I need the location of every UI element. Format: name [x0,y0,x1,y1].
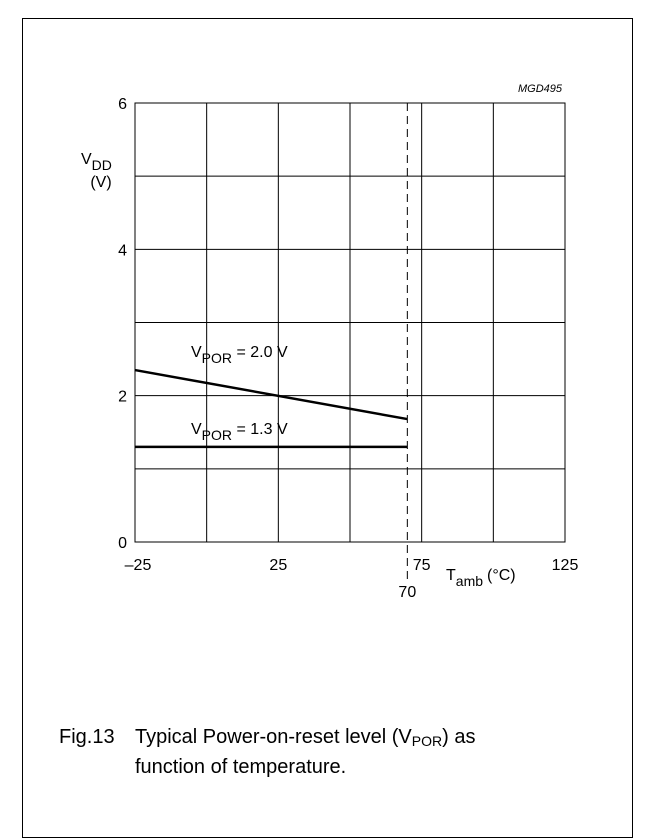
y-axis-label: VDD [81,151,112,173]
tick-labels: –25 25 75 125 0 2 4 6 [118,96,578,574]
x-tick-label: –25 [125,557,152,574]
grid [134,102,566,543]
series-group: VPOR = 2.0 V VPOR = 1.3 V [134,344,408,449]
caption-text: Typical Power-on-reset level (VPOR) as [135,726,476,749]
x-tick-label: 125 [552,557,579,574]
caption: Fig.13 Typical Power-on-reset level (VPOR… [59,722,619,782]
y-tick-label: 6 [118,96,127,113]
marker-label: 70 [398,584,416,601]
y-tick-label: 0 [118,535,127,552]
y-axis-unit: (V) [90,174,111,191]
figure-number: Fig.13 [59,726,115,748]
chart-code: MGD495 [518,83,563,95]
y-tick-label: 4 [118,242,127,259]
series-label-0: VPOR = 2.0 V [191,344,288,366]
plot-border [134,102,566,543]
x-tick-label: 75 [413,557,431,574]
x-axis-label: Tamb (°C) [446,567,516,589]
caption-line-2: function of temperature. [135,756,347,778]
x-tick-label: 25 [269,557,287,574]
series-line-0 [134,368,408,421]
caption-line-1: Fig.13 Typical Power-on-reset level (VPOR… [59,722,619,752]
series-label-1: VPOR = 1.3 V [191,421,288,443]
y-tick-label: 2 [118,389,127,406]
chart: 70 VPOR = 2.0 V VPOR = 1.3 V –25 25 75 125 0 2… [81,83,578,601]
marker-group: 70 [398,103,416,601]
